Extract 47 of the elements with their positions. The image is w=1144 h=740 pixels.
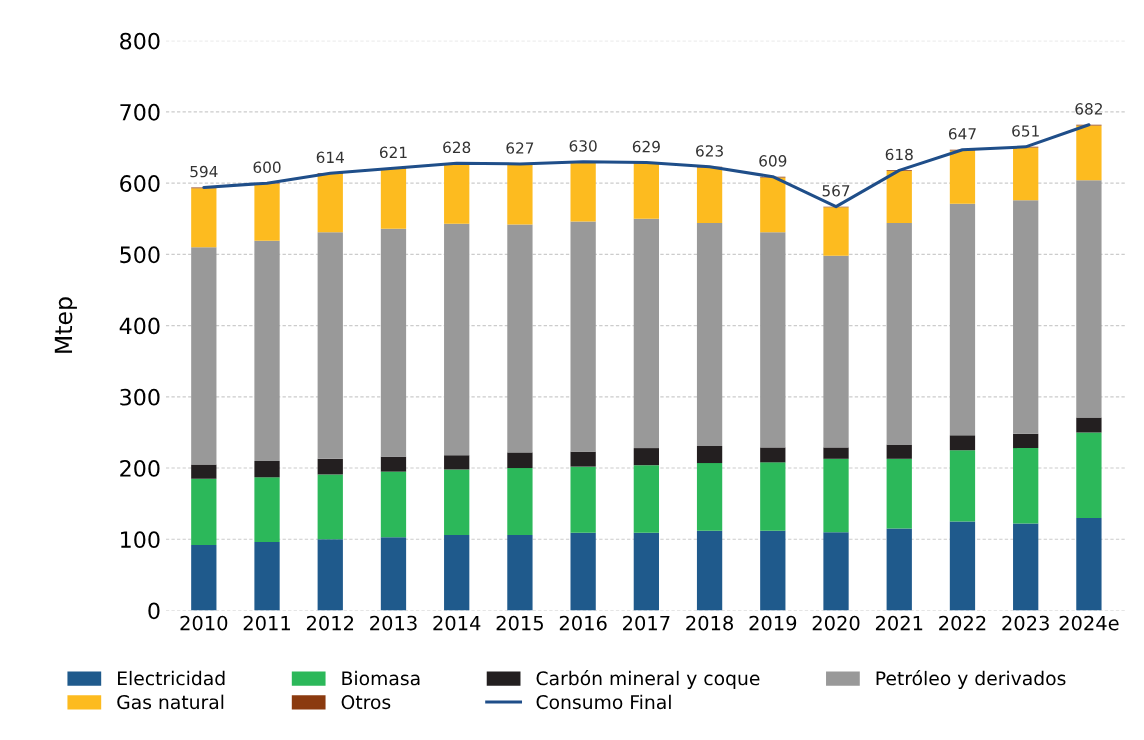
x-tick-label: 2011 bbox=[243, 615, 290, 631]
data-label: 682 bbox=[1075, 103, 1102, 115]
data-label: 621 bbox=[379, 146, 407, 159]
y-tick-label: 0 bbox=[148, 602, 160, 620]
legend-label: Carbón mineral y coque bbox=[536, 670, 760, 690]
x-tick-label: 2021 bbox=[875, 615, 923, 631]
y-tick-label: 200 bbox=[120, 460, 160, 477]
legend-label: Gas natural bbox=[117, 694, 224, 710]
x-tick-label: 2013 bbox=[370, 615, 417, 631]
legend-label: Consumo Final bbox=[536, 694, 671, 710]
x-tick-label: 2019 bbox=[749, 615, 797, 631]
x-tick-label: 2017 bbox=[623, 615, 670, 631]
data-label: 629 bbox=[632, 140, 660, 153]
legend-label: Electricidad bbox=[118, 670, 225, 686]
data-label: 628 bbox=[443, 141, 471, 154]
x-tick-label: 2024e bbox=[1059, 615, 1119, 631]
y-tick-label: 300 bbox=[120, 388, 160, 406]
data-label: 594 bbox=[190, 165, 218, 178]
x-tick-label: 2022 bbox=[939, 615, 986, 631]
legend-label: Petróleo y derivados bbox=[876, 670, 1066, 690]
x-tick-label: 2020 bbox=[812, 615, 860, 631]
data-label: 627 bbox=[506, 142, 534, 154]
data-label: 630 bbox=[569, 140, 597, 152]
y-tick-label: 800 bbox=[120, 32, 160, 50]
data-label: 614 bbox=[316, 151, 344, 164]
x-tick-label: 2016 bbox=[559, 615, 607, 631]
x-tick-label: 2018 bbox=[686, 615, 733, 631]
x-tick-label: 2023 bbox=[1002, 615, 1049, 631]
legend-label: Biomasa bbox=[342, 670, 420, 686]
data-label: 618 bbox=[885, 148, 913, 161]
data-label: 600 bbox=[253, 161, 281, 174]
y-axis-title: Mtep bbox=[54, 297, 77, 353]
x-tick-label: 2010 bbox=[180, 615, 228, 631]
y-tick-label: 100 bbox=[121, 531, 160, 549]
y-tick-label: 600 bbox=[120, 175, 160, 192]
data-label: 623 bbox=[696, 145, 723, 157]
legend-label: Otros bbox=[341, 694, 391, 710]
x-tick-label: 2014 bbox=[433, 615, 481, 631]
data-label: 567 bbox=[822, 185, 850, 197]
x-tick-label: 2015 bbox=[496, 615, 543, 631]
x-tick-label: 2012 bbox=[306, 615, 354, 631]
data-label: 651 bbox=[1012, 125, 1039, 137]
data-label: 609 bbox=[759, 155, 787, 167]
y-tick-label: 400 bbox=[119, 317, 160, 335]
data-label: 647 bbox=[948, 128, 976, 140]
y-tick-label: 500 bbox=[120, 246, 160, 264]
y-tick-label: 700 bbox=[120, 103, 160, 121]
